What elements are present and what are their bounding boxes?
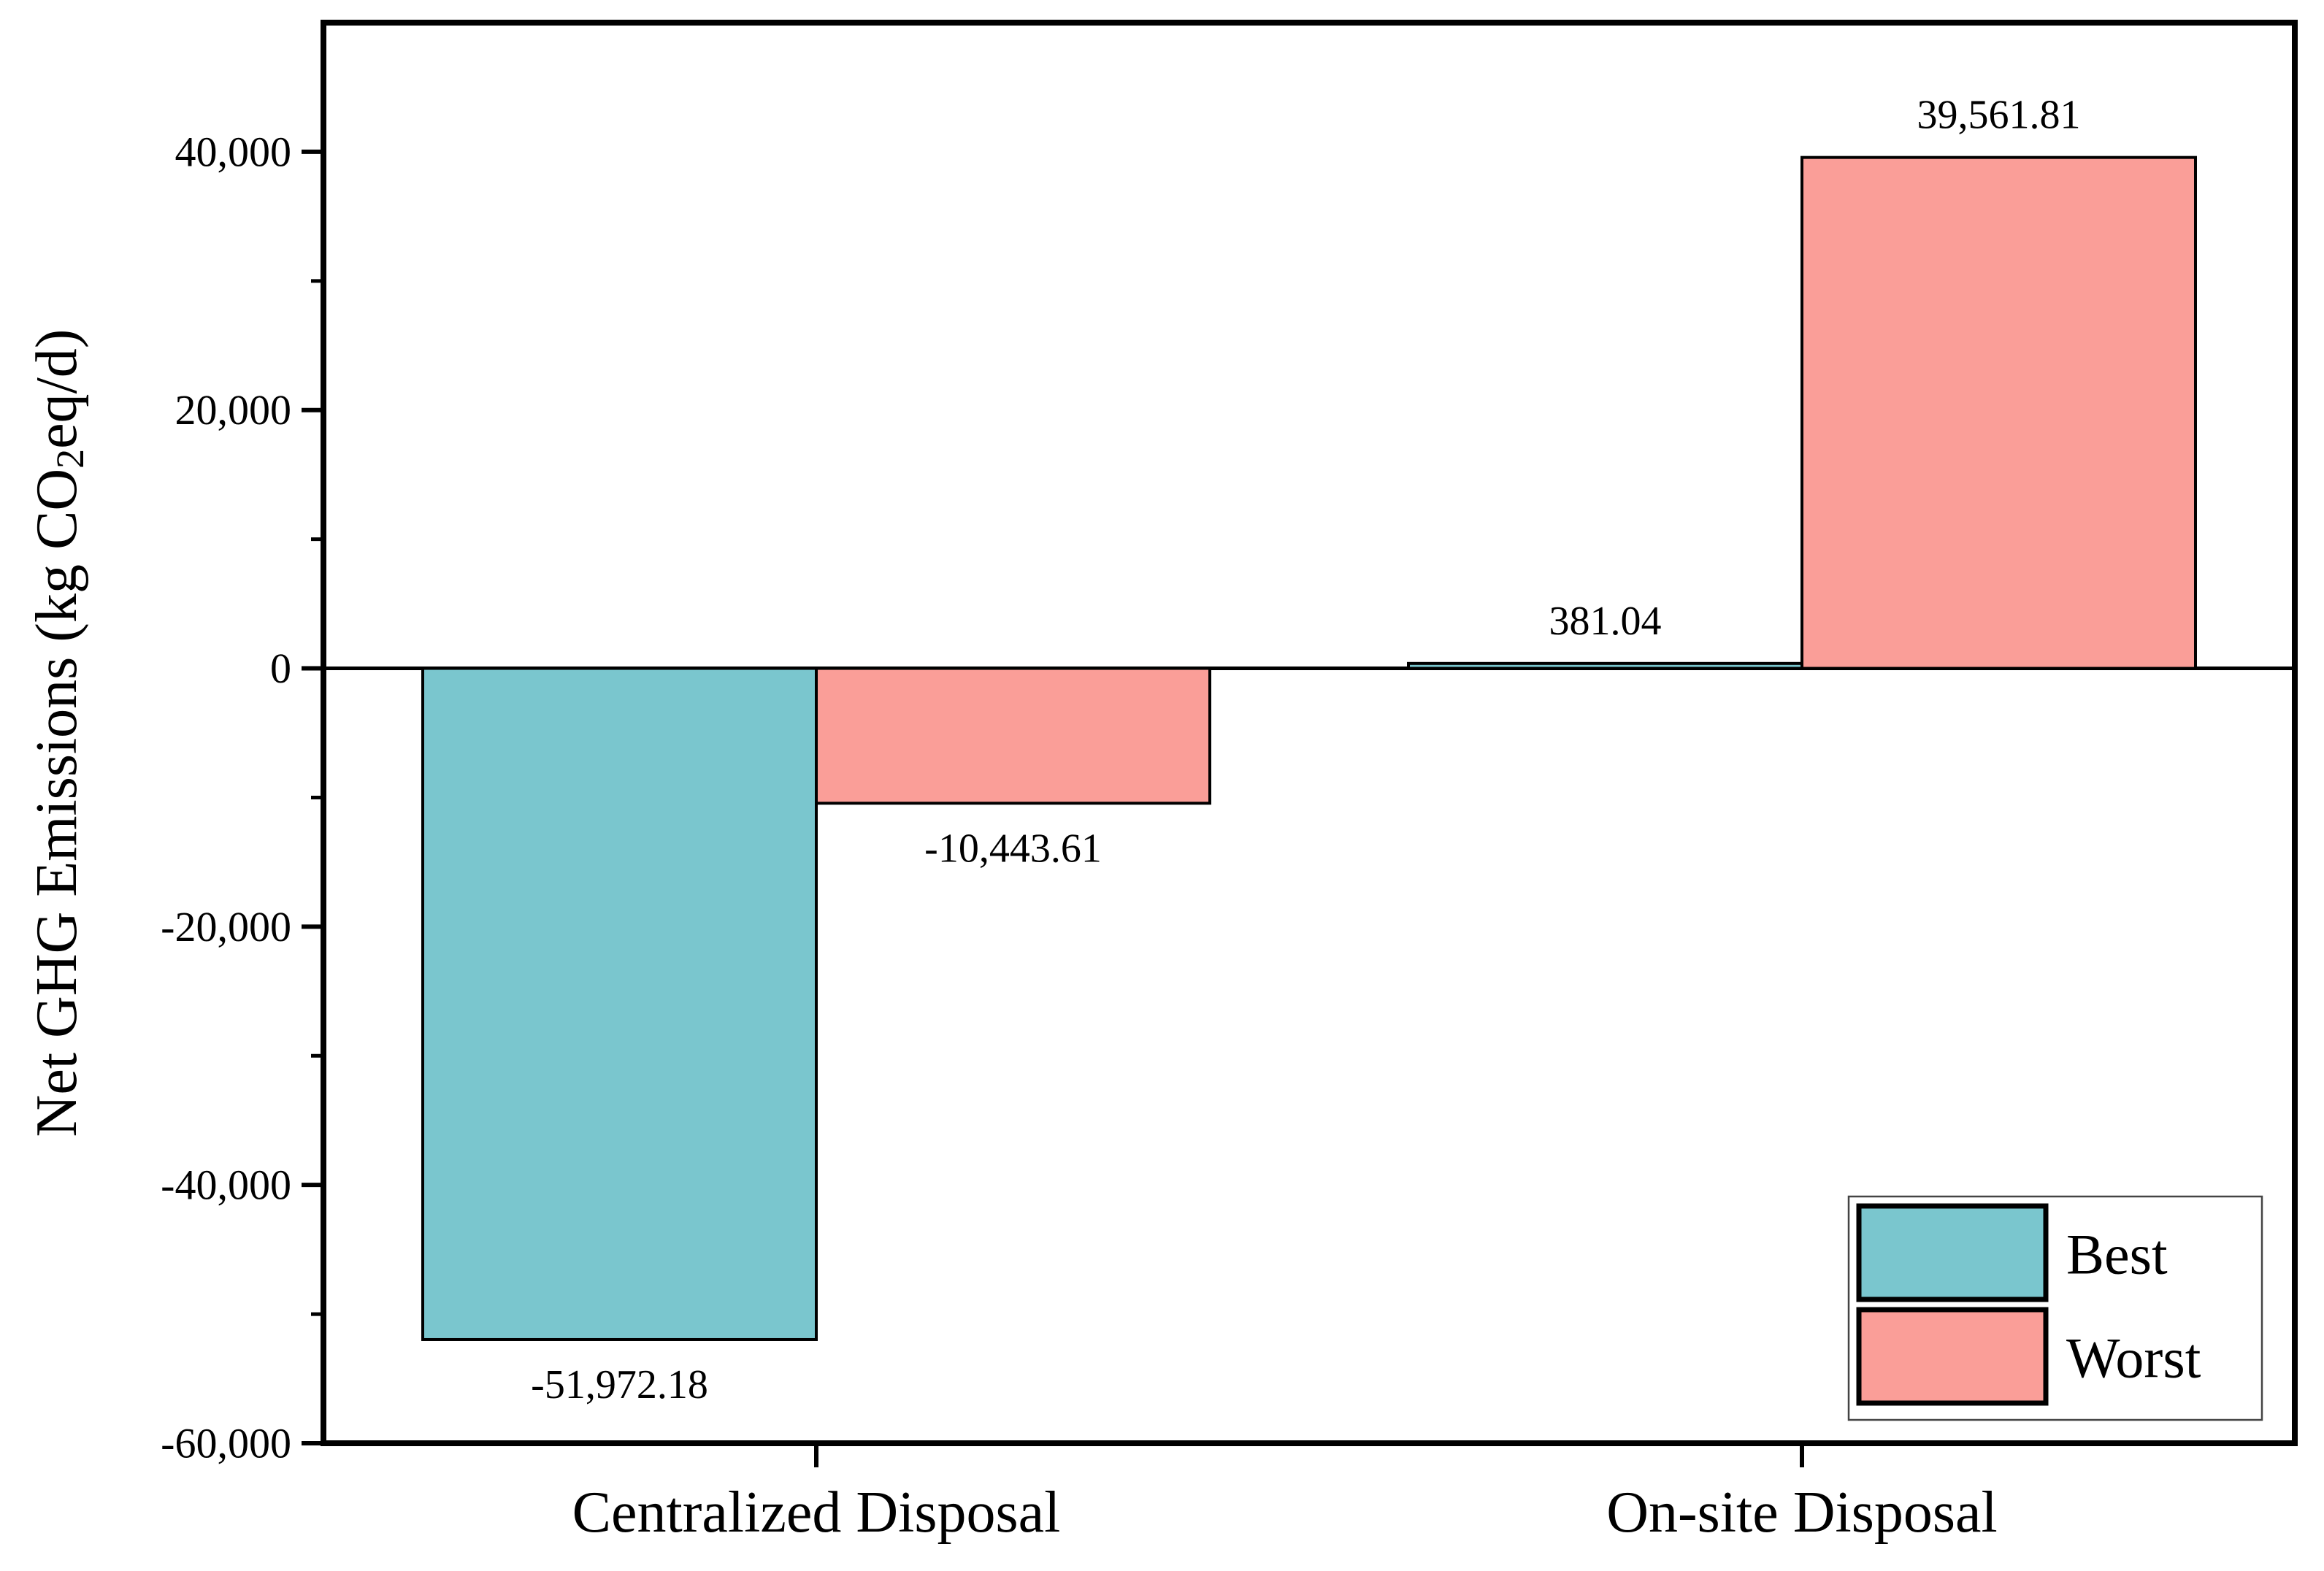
y-tick-label--60000: -60,000 bbox=[161, 1420, 291, 1467]
legend-label-worst: Worst bbox=[2066, 1326, 2201, 1390]
x-category-label-on-site-disposal: On-site Disposal bbox=[1606, 1480, 1998, 1545]
value-label-worst-on-site-disposal: 39,561.81 bbox=[1917, 93, 2081, 138]
y-tick-label-40000: 40,000 bbox=[175, 128, 292, 175]
legend-swatch-best bbox=[1856, 1203, 2049, 1302]
value-label-worst-centralized-disposal: -10,443.61 bbox=[924, 826, 1102, 871]
legend-swatch-worst bbox=[1856, 1307, 2049, 1406]
y-tick-label-20000: 20,000 bbox=[175, 386, 292, 434]
legend-label-best: Best bbox=[2066, 1223, 2168, 1286]
bar-best-on-site-disposal bbox=[1407, 661, 1803, 670]
bar-worst-on-site-disposal bbox=[1800, 155, 2197, 670]
bar-worst-centralized-disposal bbox=[815, 667, 1211, 805]
x-category-label-centralized-disposal: Centralized Disposal bbox=[572, 1480, 1061, 1545]
y-tick-label-0: 0 bbox=[270, 645, 291, 692]
y-tick-label--20000: -20,000 bbox=[161, 903, 291, 950]
y-axis-title: Net GHG Emissions (kg CO2eq/d) bbox=[25, 329, 92, 1137]
plot-frame bbox=[321, 20, 2298, 1446]
y-tick-label--40000: -40,000 bbox=[161, 1161, 291, 1209]
value-label-best-centralized-disposal: -51,972.18 bbox=[531, 1362, 708, 1407]
value-label-best-on-site-disposal: 381.04 bbox=[1549, 599, 1662, 644]
bar-best-centralized-disposal bbox=[421, 667, 818, 1341]
